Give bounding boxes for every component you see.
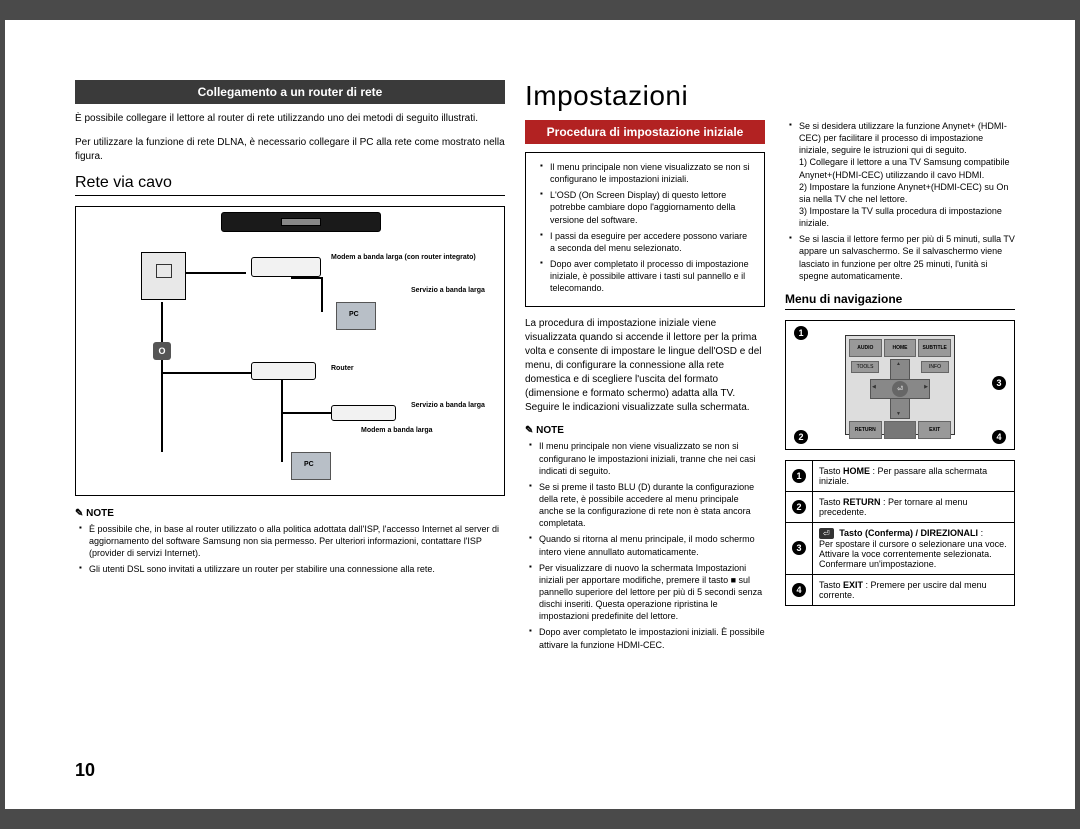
pc-label-1: PC bbox=[349, 311, 359, 319]
list-item: Se si preme il tasto BLU (D) durante la … bbox=[539, 481, 765, 530]
impostazioni-heading: Impostazioni bbox=[525, 80, 765, 112]
list-item: È possibile che, in base al router utili… bbox=[89, 523, 505, 559]
pc-label-2: PC bbox=[304, 461, 314, 469]
nav-desc-4: Tasto EXIT : Premere per uscire dal menu… bbox=[813, 574, 1015, 605]
list-item: Gli utenti DSL sono invitati a utilizzar… bbox=[89, 563, 505, 575]
left-intro: È possibile collegare il lettore al rout… bbox=[75, 112, 505, 126]
left-section-header: Collegamento a un router di rete bbox=[75, 80, 505, 104]
left-notes-list: È possibile che, in base al router utili… bbox=[75, 523, 505, 576]
marker-1: 1 bbox=[794, 326, 808, 340]
mid-paragraph: La procedura di impostazione iniziale vi… bbox=[525, 317, 765, 415]
list-item: Se si desidera utilizzare la funzione An… bbox=[799, 120, 1015, 229]
marker-3: 3 bbox=[992, 376, 1006, 390]
network-diagram: O Modem a banda larga (con router integr… bbox=[75, 206, 505, 496]
right-top-notes: Se si desidera utilizzare la funzione An… bbox=[785, 120, 1015, 282]
return-button: RETURN bbox=[849, 421, 882, 439]
menu-nav-heading: Menu di navigazione bbox=[785, 292, 1015, 310]
nav-desc-2: Tasto RETURN : Per tornare al menu prece… bbox=[813, 491, 1015, 522]
note-label-mid: NOTE bbox=[525, 425, 765, 436]
broadband-label-1: Servizio a banda larga bbox=[411, 287, 485, 295]
modem-label: Modem a banda larga bbox=[361, 427, 433, 435]
exit-button: EXIT bbox=[918, 421, 951, 439]
marker-2: 2 bbox=[794, 430, 808, 444]
list-item: Il menu principale non viene visualizzat… bbox=[550, 161, 754, 185]
nav-desc-1: Tasto HOME : Per passare alla schermata … bbox=[813, 460, 1015, 491]
left-column: Collegamento a un router di rete È possi… bbox=[75, 80, 505, 779]
table-row: 2 Tasto RETURN : Per tornare al menu pre… bbox=[786, 491, 1015, 522]
mid-box-notes: Il menu principale non viene visualizzat… bbox=[525, 152, 765, 307]
subtitle-button: SUBTITLE bbox=[918, 339, 951, 357]
page-number: 10 bbox=[75, 760, 95, 781]
table-row: 4 Tasto EXIT : Premere per uscire dal me… bbox=[786, 574, 1015, 605]
marker-4: 4 bbox=[992, 430, 1006, 444]
broadband-label-2: Servizio a banda larga bbox=[411, 402, 485, 410]
list-item: Il menu principale non viene visualizzat… bbox=[539, 440, 765, 476]
list-item: Se si lascia il lettore fermo per più di… bbox=[799, 233, 1015, 282]
remote-diagram: AUDIO HOME SUBTITLE TOOLS INFO ⏎ ▲ ▼ ◀ ▶ bbox=[785, 320, 1015, 450]
manual-page: Collegamento a un router di rete È possi… bbox=[5, 20, 1075, 809]
left-intro-2: Per utilizzare la funzione di rete DLNA,… bbox=[75, 136, 505, 164]
list-item: Dopo aver completato il processo di impo… bbox=[550, 258, 754, 294]
dpad: TOOLS INFO ⏎ ▲ ▼ ◀ ▶ bbox=[849, 359, 951, 419]
right-column: Se si desidera utilizzare la funzione An… bbox=[785, 80, 1015, 779]
list-item: Per visualizzare di nuovo la schermata I… bbox=[539, 562, 765, 623]
router-label: Router bbox=[331, 365, 354, 373]
middle-column: Impostazioni Procedura di impostazione i… bbox=[525, 80, 765, 779]
table-row: 3 ⏎ Tasto (Conferma) / DIREZIONALI :Per … bbox=[786, 522, 1015, 574]
list-item: Quando si ritorna al menu principale, il… bbox=[539, 533, 765, 557]
list-item: I passi da eseguire per accedere possono… bbox=[550, 230, 754, 254]
mid-section-header: Procedura di impostazione iniziale bbox=[525, 120, 765, 144]
rete-via-cavo-heading: Rete via cavo bbox=[75, 174, 505, 196]
list-item: Dopo aver completato le impostazioni ini… bbox=[539, 626, 765, 650]
nav-desc-3: ⏎ Tasto (Conferma) / DIREZIONALI :Per sp… bbox=[813, 522, 1015, 574]
or-badge: O bbox=[153, 342, 171, 360]
list-item: L'OSD (On Screen Display) di questo lett… bbox=[550, 189, 754, 225]
table-row: 1 Tasto HOME : Per passare alla schermat… bbox=[786, 460, 1015, 491]
modem-router-label: Modem a banda larga (con router integrat… bbox=[331, 254, 476, 262]
nav-buttons-table: 1 Tasto HOME : Per passare alla schermat… bbox=[785, 460, 1015, 606]
note-label-left: NOTE bbox=[75, 508, 505, 519]
audio-button: AUDIO bbox=[849, 339, 882, 357]
home-button: HOME bbox=[884, 339, 917, 357]
mid-notes-list: Il menu principale non viene visualizzat… bbox=[525, 440, 765, 650]
